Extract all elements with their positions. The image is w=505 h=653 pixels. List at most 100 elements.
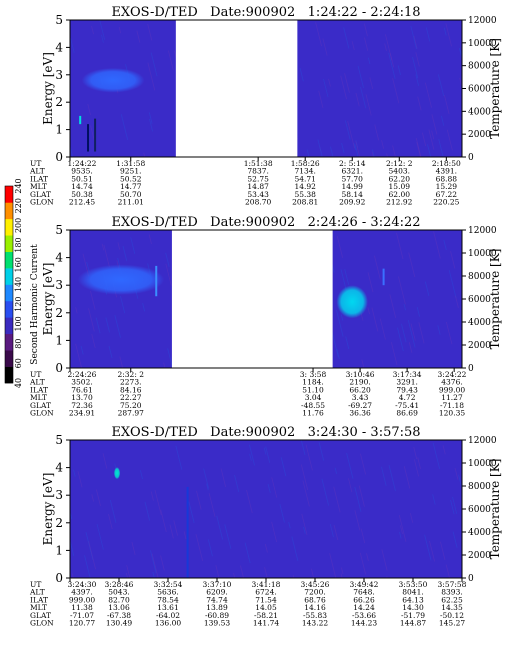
background-streak: [388, 465, 396, 492]
y-tick-label: 3: [55, 68, 63, 82]
background-streak: [88, 541, 96, 570]
background-streak: [292, 575, 295, 578]
background-streak: [443, 94, 450, 115]
background-streak: [165, 263, 172, 286]
table-cell: 50.70: [120, 190, 142, 199]
background-streak: [336, 348, 340, 360]
y-tick-label: 5: [55, 433, 63, 447]
background-streak: [374, 124, 380, 141]
table-cell: 136.00: [155, 619, 181, 628]
table-cell: 4397.: [71, 588, 92, 597]
y2-tick-label: 8000: [468, 62, 491, 72]
table-cell: 3.04: [305, 393, 322, 402]
background-streak: [160, 555, 165, 571]
background-streak: [77, 471, 83, 488]
background-streak: [114, 315, 121, 338]
spectrogram-body: [70, 440, 462, 578]
y2-axis-label: Temperature [K]: [488, 249, 502, 350]
background-streak: [386, 576, 388, 578]
background-streak: [381, 466, 387, 486]
background-streak: [389, 294, 397, 319]
background-streak: [142, 303, 146, 312]
intensity-spike: [382, 268, 385, 286]
table-cell: 50.51: [71, 174, 92, 183]
panel-title: EXOS-D/TED Date:900902 1:24:22 - 2:24:18: [111, 5, 420, 20]
background-streak: [403, 304, 406, 311]
table-row-label: GLAT: [30, 190, 51, 199]
table-cell: 7200.: [304, 588, 325, 597]
table-cell: 2:18:50: [432, 159, 461, 168]
background-streak: [224, 524, 232, 549]
background-streak: [131, 541, 136, 556]
spectrogram-body: [70, 20, 462, 157]
table-cell: -60.89: [205, 611, 229, 620]
background-streak: [150, 52, 158, 77]
table-cell: 6321.: [341, 167, 362, 176]
background-streak: [415, 52, 420, 67]
table-cell: 141.74: [253, 619, 279, 628]
colorbar-segment: [5, 300, 13, 318]
background-streak: [280, 457, 287, 477]
colorbar-segment: [5, 366, 13, 384]
background-streak: [75, 307, 78, 314]
background-streak: [386, 153, 388, 157]
table-cell: 3: 3:58: [300, 370, 327, 379]
background-streak: [429, 540, 436, 562]
background-streak: [443, 27, 447, 36]
background-streak: [392, 145, 396, 157]
background-streak: [340, 75, 347, 100]
table-cell: 82.70: [108, 595, 130, 604]
table-row-label: MLT: [30, 393, 47, 402]
spectrogram-body: [70, 230, 462, 368]
background-streak: [322, 38, 328, 56]
colorbar: 40 60 80 100 120 140 160 180 200 220 240 Second Har…: [4, 178, 40, 388]
background-streak: [424, 281, 430, 296]
table-cell: 11.76: [302, 409, 324, 418]
background-streak: [183, 531, 187, 540]
y-tick-label: 5: [55, 223, 63, 237]
background-streak: [73, 469, 76, 477]
background-streak: [333, 524, 339, 541]
background-streak: [437, 325, 441, 335]
table-cell: 212.45: [69, 198, 95, 207]
table-cell: -51.79: [401, 611, 425, 620]
background-streak: [346, 452, 354, 479]
background-streak: [271, 521, 278, 543]
colorbar-tick-label: 60: [14, 358, 23, 368]
table-cell: 5043.: [108, 588, 129, 597]
background-streak: [340, 314, 344, 321]
table-cell: 62.00: [389, 190, 411, 199]
y2-tick-label: 6000: [468, 505, 491, 515]
background-streak: [91, 333, 96, 349]
colorbar-tick-label: 160: [14, 257, 23, 272]
background-streak: [167, 50, 174, 71]
table-cell: 208.81: [292, 198, 318, 207]
background-streak: [344, 73, 350, 93]
table-cell: 13.61: [157, 603, 178, 612]
table-cell: 9535.: [71, 167, 92, 176]
background-streak: [240, 565, 244, 578]
table-cell: 1:31:58: [116, 159, 145, 168]
table-cell: 144.87: [400, 619, 426, 628]
background-streak: [71, 573, 74, 578]
data-gap: [175, 20, 298, 157]
background-streak: [354, 486, 362, 512]
background-streak: [425, 27, 431, 42]
table-cell: 220.25: [433, 198, 459, 207]
background-streak: [318, 442, 325, 461]
table-row-label: ALT: [29, 588, 45, 597]
intensity-spike: [94, 118, 97, 152]
background-streak: [246, 489, 253, 514]
background-streak: [334, 467, 338, 474]
y2-tick-label: 12000: [468, 16, 497, 26]
colorbar-tick-label: 120: [14, 297, 23, 312]
background-streak: [233, 572, 236, 578]
y2-tick-label: 2000: [468, 341, 491, 351]
table-cell: 11.27: [441, 393, 463, 402]
table-cell: 14.30: [402, 603, 424, 612]
table-cell: 3:45:26: [301, 580, 330, 589]
background-streak: [149, 118, 153, 132]
y2-tick-label: 0: [468, 574, 474, 584]
background-streak: [364, 37, 369, 51]
